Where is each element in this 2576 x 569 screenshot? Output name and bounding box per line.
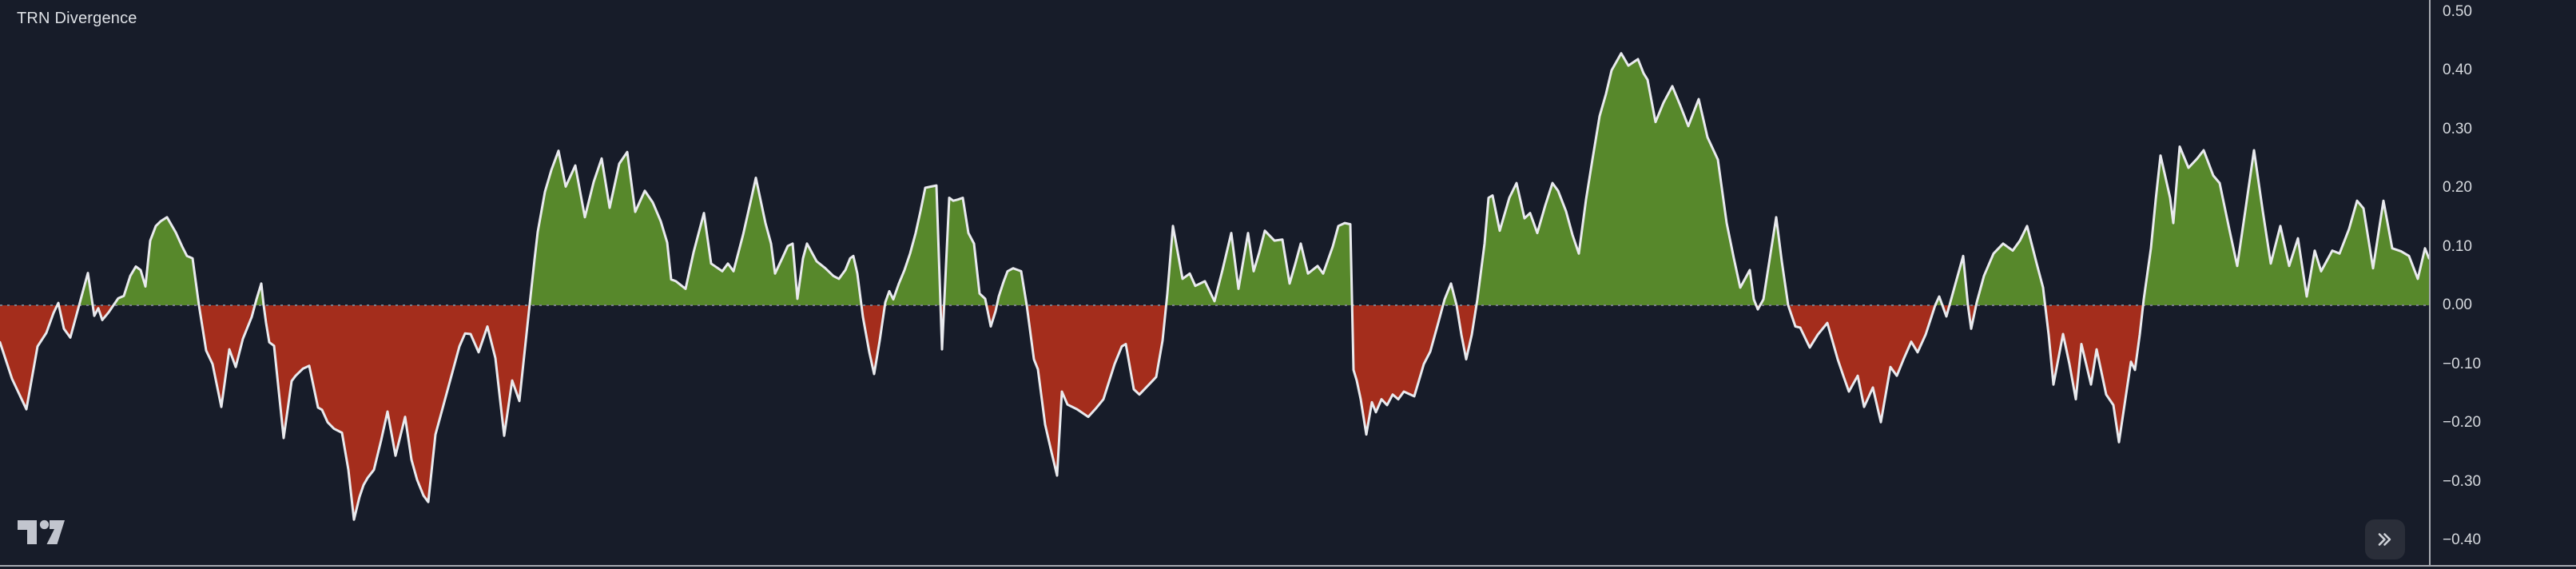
- time-axis-separator: [0, 565, 2576, 567]
- y-axis-label: −0.10: [2443, 355, 2482, 372]
- series-area-positive: [0, 53, 2429, 305]
- pane-title: TRN Divergence: [17, 10, 137, 27]
- series-line: [0, 52, 2431, 521]
- tradingview-logo-glyph: [18, 519, 65, 544]
- y-axis-label: 0.40: [2443, 62, 2472, 78]
- y-axis-label: 0.20: [2443, 179, 2472, 196]
- y-axis-label: −0.40: [2443, 531, 2482, 548]
- expand-button[interactable]: [2365, 519, 2405, 559]
- y-axis-label: 0.30: [2443, 120, 2472, 137]
- y-axis-label: 0.00: [2443, 296, 2472, 313]
- y-axis-label: 0.50: [2443, 2, 2472, 20]
- chevrons-right-icon: [2378, 533, 2391, 546]
- y-axis-label: −0.30: [2443, 472, 2482, 490]
- y-axis-label: 0.10: [2443, 237, 2472, 255]
- price-axis[interactable]: 0.50 0.40 0.30 0.20 0.10 0.00 −0.10 −0.20 −0.30 −…: [2429, 0, 2576, 569]
- y-axis-label: −0.20: [2443, 414, 2482, 431]
- tradingview-logo[interactable]: [18, 519, 67, 546]
- price-axis-separator: [2429, 0, 2431, 566]
- series-area-negative: [0, 305, 2429, 520]
